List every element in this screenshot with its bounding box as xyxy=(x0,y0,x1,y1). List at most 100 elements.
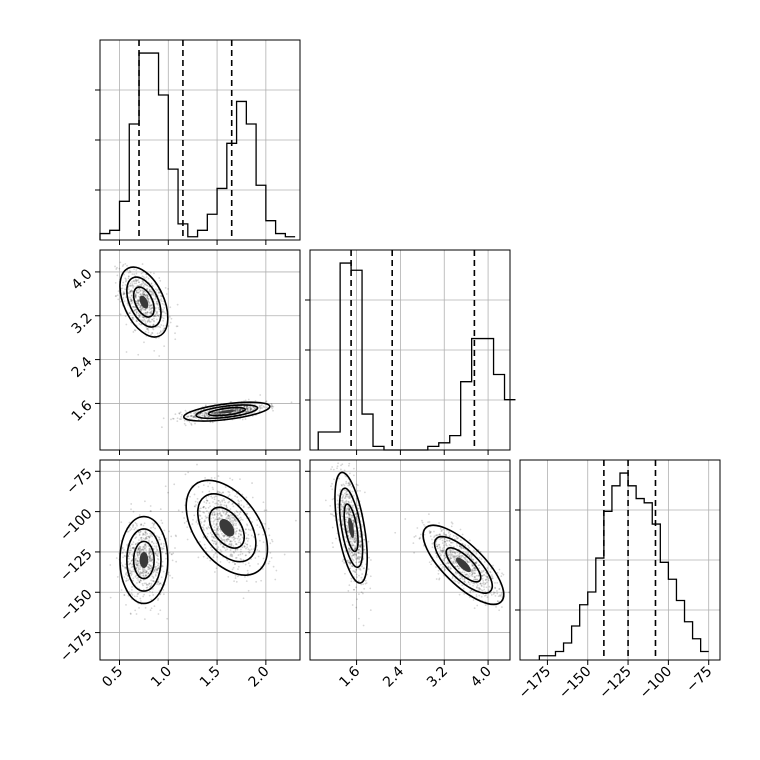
sample-point xyxy=(461,584,464,587)
sample-point xyxy=(137,564,140,567)
sample-point xyxy=(354,532,357,535)
sample-point xyxy=(242,506,245,509)
sample-point xyxy=(430,563,433,566)
sample-point xyxy=(246,409,249,412)
sample-point xyxy=(231,523,234,526)
sample-point xyxy=(262,541,265,544)
sample-point xyxy=(228,538,230,541)
sample-point xyxy=(232,545,235,547)
sample-point xyxy=(245,528,247,531)
sample-point xyxy=(345,482,348,485)
sample-point xyxy=(129,562,132,565)
sample-point xyxy=(157,597,160,600)
sample-point xyxy=(475,582,478,585)
sample-point xyxy=(234,540,237,543)
sample-point xyxy=(218,413,221,415)
sample-point xyxy=(138,539,140,541)
sample-point xyxy=(438,533,440,536)
sample-point xyxy=(122,292,125,295)
sample-point xyxy=(137,304,139,307)
sample-point xyxy=(135,291,138,294)
sample-point xyxy=(134,329,137,332)
sample-point xyxy=(202,505,205,508)
sample-point xyxy=(155,318,158,321)
sample-point xyxy=(250,408,253,411)
y-tick-label: −75 xyxy=(63,466,95,498)
sample-point xyxy=(348,547,351,550)
sample-point xyxy=(217,499,220,502)
sample-point xyxy=(156,567,159,570)
density-contour xyxy=(119,515,169,605)
sample-point xyxy=(132,318,135,321)
sample-point xyxy=(127,594,130,597)
sample-point xyxy=(234,409,237,411)
sample-point xyxy=(489,571,492,574)
sample-point xyxy=(441,550,444,553)
sample-point xyxy=(246,410,249,413)
sample-point xyxy=(212,542,215,545)
density-contour xyxy=(207,406,247,417)
sample-point xyxy=(147,327,149,330)
sample-point xyxy=(229,516,231,518)
sample-point xyxy=(156,289,159,292)
sample-point xyxy=(355,569,357,571)
sample-point xyxy=(153,315,155,318)
sample-point xyxy=(455,555,458,558)
sample-point xyxy=(207,415,210,418)
sample-point xyxy=(143,571,146,574)
sample-point xyxy=(245,411,248,413)
sample-point xyxy=(357,552,360,554)
sample-point xyxy=(219,549,222,551)
sample-point xyxy=(345,513,348,516)
sample-point xyxy=(199,412,201,415)
sample-point xyxy=(174,534,177,537)
sample-point xyxy=(355,513,357,515)
sample-point xyxy=(147,277,150,280)
sample-point xyxy=(429,535,432,538)
sample-point xyxy=(248,517,251,519)
sample-point xyxy=(162,317,165,320)
sample-point xyxy=(356,518,358,520)
sample-point xyxy=(216,490,219,493)
sample-point xyxy=(137,284,139,287)
sample-point xyxy=(359,535,362,538)
sample-point xyxy=(152,542,155,545)
sample-point xyxy=(357,561,360,564)
sample-point xyxy=(135,291,138,294)
sample-point xyxy=(238,410,241,413)
density-contour xyxy=(343,503,359,553)
sample-point xyxy=(329,504,332,507)
sample-point xyxy=(439,527,442,530)
sample-point xyxy=(164,552,167,555)
sample-point xyxy=(205,412,208,415)
sample-point xyxy=(130,290,132,293)
sample-point xyxy=(215,502,218,505)
sample-point xyxy=(154,298,157,301)
sample-point xyxy=(218,517,221,520)
sample-point xyxy=(148,551,150,554)
sample-point xyxy=(362,583,364,586)
sample-point xyxy=(125,571,128,574)
sample-point xyxy=(163,311,166,314)
sample-point xyxy=(345,491,348,494)
sample-point xyxy=(249,408,252,411)
sample-point xyxy=(204,476,207,479)
sample-point xyxy=(353,533,356,535)
sample-point xyxy=(212,536,215,538)
sample-point xyxy=(472,549,475,552)
sample-point xyxy=(223,535,225,538)
sample-point xyxy=(155,542,158,545)
sample-point xyxy=(158,313,161,316)
sample-point xyxy=(480,589,483,591)
sample-point xyxy=(153,580,155,583)
sample-point xyxy=(142,316,145,319)
sample-point xyxy=(454,561,457,564)
sample-point xyxy=(188,420,191,423)
sample-point xyxy=(473,566,476,569)
sample-point xyxy=(142,570,144,572)
sample-point xyxy=(404,518,407,520)
sample-point xyxy=(207,526,210,528)
sample-point xyxy=(139,572,142,575)
density-contour xyxy=(445,547,482,583)
sample-point xyxy=(204,515,207,518)
